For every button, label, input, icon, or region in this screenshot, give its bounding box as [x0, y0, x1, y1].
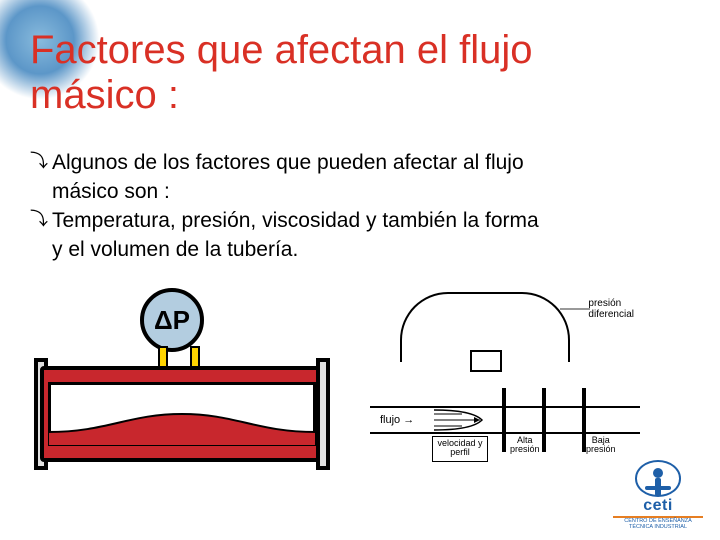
flange-right: [316, 358, 330, 470]
bullet-2-text: Temperatura, presión, viscosidad y tambi…: [52, 208, 690, 235]
bullet-mark: ⤵: [30, 208, 52, 235]
bullet-1-text: Algunos de los factores que pueden afect…: [52, 150, 690, 177]
ceti-logo: ceti CENTRO DE ENSEÑANZA TÉCNICA INDUSTR…: [608, 460, 708, 530]
low-pressure-label: Baja presión: [586, 436, 616, 455]
pressure-gauge-icon: ΔP: [140, 288, 204, 352]
figures-row: ΔP presión diferencial: [40, 288, 690, 488]
logo-name: ceti: [643, 497, 673, 515]
high-pressure-label: Alta presión: [510, 436, 540, 455]
gauge-stem: [158, 346, 168, 368]
orifice-plate-diagram: presión diferencial flujo → velocidad y …: [370, 288, 640, 488]
bullet-1-cont: másico son :: [30, 179, 690, 206]
plate-1: [502, 388, 506, 452]
bullet-mark: ⤵: [30, 150, 52, 177]
title-line-2: másico :: [30, 73, 179, 117]
flow-arrow-label: flujo →: [380, 414, 414, 426]
bullet-2-cont: y el volumen de la tubería.: [30, 237, 690, 264]
logo-subtitle: CENTRO DE ENSEÑANZA TÉCNICA INDUSTRIAL: [624, 518, 692, 530]
velocity-profile-icon: [434, 408, 486, 437]
bullet-1: ⤵ Algunos de los factores que pueden afe…: [30, 150, 690, 177]
velocity-label: velocidad y perfil: [432, 436, 488, 462]
sensor-box: [470, 350, 502, 372]
venturi-diagram: ΔP: [40, 288, 330, 468]
pd-leader-line: [560, 308, 590, 310]
pd-label: presión diferencial: [588, 298, 634, 320]
content-body: ⤵ Algunos de los factores que pueden afe…: [30, 150, 690, 266]
gauge-stem: [190, 346, 200, 368]
venturi-throat: [48, 382, 316, 446]
page-title: Factores que afectan el flujo másico :: [30, 28, 533, 118]
title-line-1: Factores que afectan el flujo: [30, 28, 533, 72]
gauge-label: ΔP: [154, 305, 190, 336]
bullet-2: ⤵ Temperatura, presión, viscosidad y tam…: [30, 208, 690, 235]
logo-person-icon: [635, 460, 681, 497]
plate-2: [542, 388, 546, 452]
